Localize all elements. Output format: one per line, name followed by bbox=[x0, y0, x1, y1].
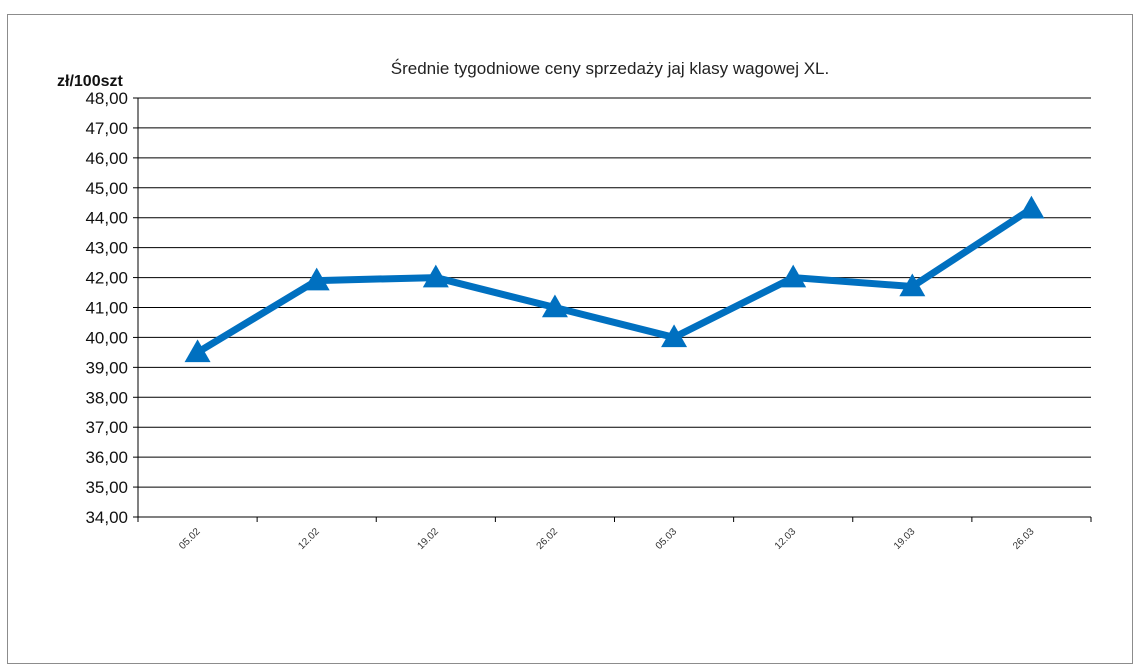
series-line-group bbox=[184, 195, 1045, 363]
x-tick-label: 19.02 bbox=[415, 526, 441, 552]
data-point-marker bbox=[422, 264, 449, 288]
x-tick-label: 26.02 bbox=[535, 526, 561, 552]
data-point-marker bbox=[303, 267, 330, 291]
y-tick-label: 43,00 bbox=[85, 239, 128, 258]
y-tick-label: 34,00 bbox=[85, 508, 128, 527]
y-tick-label: 37,00 bbox=[85, 418, 128, 437]
x-axis-tick-labels: 05.02 12.02 19.02 26.02 05.03 12.03 19.03 26.03 bbox=[177, 526, 1037, 552]
series-line bbox=[194, 205, 1035, 356]
y-tick-label: 36,00 bbox=[85, 448, 128, 467]
x-tick-label: 05.02 bbox=[177, 526, 203, 552]
chart-title: Średnie tygodniowe ceny sprzedaży jaj kl… bbox=[391, 59, 829, 78]
x-tick-label: 12.02 bbox=[296, 526, 322, 552]
x-tick-label: 26.03 bbox=[1011, 526, 1037, 552]
x-tick-label: 05.03 bbox=[654, 526, 680, 552]
y-tick-label: 41,00 bbox=[85, 299, 128, 318]
y-tick-label: 39,00 bbox=[85, 358, 128, 377]
y-tick-label: 35,00 bbox=[85, 478, 128, 497]
y-tick-label: 48,00 bbox=[85, 89, 128, 108]
y-tick-label: 46,00 bbox=[85, 149, 128, 168]
y-tick-label: 44,00 bbox=[85, 209, 128, 228]
data-point-marker bbox=[1018, 195, 1045, 219]
y-tick-label: 42,00 bbox=[85, 269, 128, 288]
data-point-marker bbox=[184, 339, 211, 363]
axes bbox=[133, 97, 1092, 522]
data-point-marker bbox=[780, 264, 807, 288]
chart-frame bbox=[7, 14, 1133, 664]
data-point-marker bbox=[661, 324, 688, 348]
gridlines bbox=[138, 97, 1091, 488]
y-tick-label: 45,00 bbox=[85, 179, 128, 198]
x-tick-label: 19.03 bbox=[892, 526, 918, 552]
y-tick-label: 47,00 bbox=[85, 119, 128, 138]
y-tick-label: 40,00 bbox=[85, 328, 128, 347]
data-point-marker bbox=[541, 294, 568, 318]
data-point-marker bbox=[899, 273, 926, 297]
y-axis-unit-label: zł/100szt bbox=[57, 73, 123, 90]
x-tick-label: 12.03 bbox=[773, 526, 799, 552]
y-axis-tick-labels: 34,00 35,00 36,00 37,00 38,00 39,00 40,00 41,00… bbox=[85, 89, 128, 527]
y-tick-label: 38,00 bbox=[85, 388, 128, 407]
